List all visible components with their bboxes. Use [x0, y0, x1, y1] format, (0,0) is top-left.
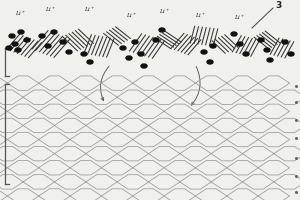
Text: Li$^+$: Li$^+$: [45, 6, 57, 14]
Circle shape: [132, 40, 138, 44]
Circle shape: [282, 40, 288, 44]
Circle shape: [237, 42, 243, 46]
Text: Li$^+$: Li$^+$: [159, 8, 171, 16]
Circle shape: [201, 50, 207, 54]
Circle shape: [24, 38, 30, 42]
Circle shape: [264, 48, 270, 52]
Circle shape: [207, 60, 213, 64]
Circle shape: [60, 40, 66, 44]
Text: Li$^+$: Li$^+$: [126, 12, 138, 20]
Text: Li$^+$: Li$^+$: [234, 14, 246, 22]
Circle shape: [120, 46, 126, 50]
FancyArrowPatch shape: [100, 66, 109, 101]
Circle shape: [288, 52, 294, 56]
Circle shape: [39, 34, 45, 38]
Circle shape: [6, 46, 12, 50]
Circle shape: [12, 42, 18, 46]
Circle shape: [45, 44, 51, 48]
Circle shape: [243, 52, 249, 56]
Circle shape: [126, 56, 132, 60]
Circle shape: [81, 52, 87, 56]
Circle shape: [15, 48, 21, 52]
Text: Li$^+$: Li$^+$: [84, 6, 96, 14]
Circle shape: [138, 52, 144, 56]
Circle shape: [51, 30, 57, 34]
Circle shape: [66, 50, 72, 54]
Circle shape: [9, 34, 15, 38]
Text: Li$^+$: Li$^+$: [195, 12, 207, 20]
Circle shape: [153, 38, 159, 42]
Circle shape: [267, 58, 273, 62]
Circle shape: [159, 28, 165, 32]
Circle shape: [210, 44, 216, 48]
Circle shape: [258, 38, 264, 42]
Circle shape: [141, 64, 147, 68]
Text: 3: 3: [276, 1, 282, 10]
Circle shape: [18, 30, 24, 34]
FancyArrowPatch shape: [191, 66, 200, 105]
Text: Li$^+$: Li$^+$: [15, 10, 27, 18]
Circle shape: [87, 60, 93, 64]
Circle shape: [231, 32, 237, 36]
